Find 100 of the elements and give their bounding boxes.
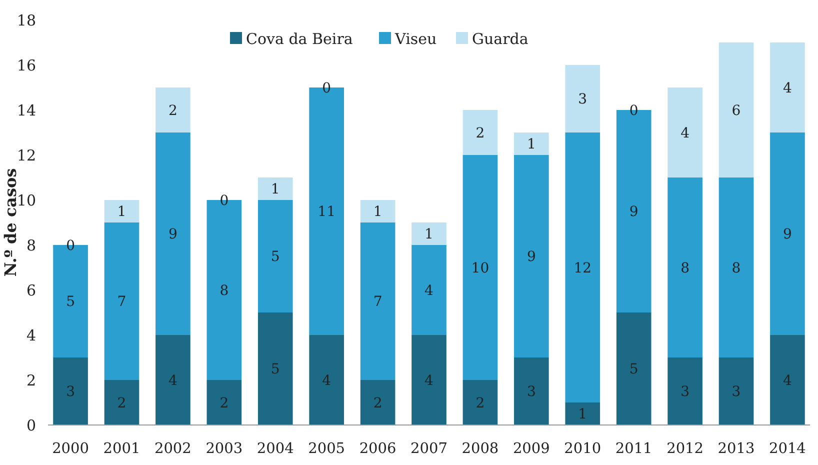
- data-label: 2: [117, 395, 126, 412]
- x-tick-label: 2005: [308, 441, 346, 457]
- bar: [616, 312, 652, 425]
- bar: [412, 222, 446, 245]
- bar: [360, 222, 396, 380]
- x-tick-label: 2003: [206, 441, 243, 457]
- data-label: 1: [373, 204, 382, 220]
- data-label: 4: [783, 372, 792, 389]
- data-label: 4: [783, 80, 792, 96]
- x-tick-label: 2008: [462, 441, 499, 457]
- data-label: 1: [578, 406, 588, 423]
- bar: [718, 178, 754, 358]
- bar: [462, 110, 498, 155]
- bar: [104, 222, 140, 380]
- x-tick-label: 2012: [666, 441, 704, 457]
- bar: [258, 312, 293, 425]
- bar: [718, 358, 754, 425]
- legend-label: Cova da Beira: [246, 30, 353, 48]
- data-label: 3: [578, 92, 588, 108]
- data-label: 3: [732, 384, 741, 400]
- y-tick-label: 18: [16, 11, 36, 30]
- bar: [258, 200, 293, 312]
- data-label: 2: [373, 395, 382, 412]
- bar: [360, 200, 396, 222]
- data-label: 11: [318, 204, 336, 220]
- data-label: 4: [168, 372, 178, 389]
- data-label: 5: [629, 362, 638, 378]
- x-tick-label: 2002: [154, 441, 192, 457]
- bar: [565, 402, 600, 425]
- x-tick-label: 2011: [615, 441, 652, 457]
- data-label: 8: [220, 282, 229, 299]
- bar: [258, 178, 293, 200]
- y-tick-label: 12: [16, 146, 36, 164]
- x-tick-label: 2014: [769, 441, 806, 457]
- bar: [412, 335, 446, 425]
- y-tick-label: 4: [26, 326, 36, 344]
- data-label: 9: [526, 249, 536, 266]
- data-label: 9: [783, 226, 792, 243]
- data-label: 3: [526, 384, 536, 400]
- bar: [156, 88, 190, 132]
- data-label: 7: [373, 294, 382, 310]
- x-tick-label: 2010: [564, 441, 602, 457]
- y-tick-label: 6: [26, 281, 36, 300]
- x-tick-label: 2001: [103, 441, 140, 457]
- bar: [104, 380, 140, 425]
- data-label: 9: [629, 204, 638, 220]
- bar: [514, 132, 549, 155]
- data-label: 3: [66, 384, 75, 400]
- x-tick-label: 2006: [359, 441, 396, 457]
- bar: [360, 380, 396, 425]
- y-tick-label: 0: [26, 416, 36, 434]
- data-label: 6: [732, 102, 741, 119]
- x-tick-label: 2004: [256, 441, 294, 457]
- bar: [668, 358, 702, 425]
- data-label: 1: [526, 136, 536, 153]
- x-tick-label: 2007: [410, 441, 448, 457]
- y-tick-label: 8: [26, 236, 36, 254]
- x-tick-label: 2013: [718, 441, 755, 457]
- y-tick-label: 14: [16, 101, 36, 120]
- data-label: 1: [270, 182, 280, 198]
- x-tick-label: 2000: [52, 441, 89, 457]
- bar: [412, 245, 446, 335]
- y-tick-label: 2: [26, 371, 36, 390]
- bar: [718, 42, 754, 178]
- data-label: 8: [680, 260, 690, 276]
- bar: [770, 335, 805, 425]
- legend-label: Guarda: [472, 30, 528, 48]
- bar: [565, 65, 600, 132]
- bar: [462, 155, 498, 380]
- data-label: 7: [117, 294, 126, 310]
- data-label: 12: [574, 260, 592, 276]
- data-label: 4: [680, 125, 690, 142]
- data-label: 9: [168, 226, 178, 243]
- bar: [206, 380, 242, 425]
- x-tick-label: 2009: [512, 441, 550, 457]
- data-label: 4: [424, 282, 434, 299]
- bar: [462, 380, 498, 425]
- data-label: 5: [66, 294, 75, 310]
- data-label: 5: [270, 362, 280, 378]
- data-label: 5: [270, 249, 280, 266]
- bar: [668, 88, 702, 178]
- data-label: 3: [680, 384, 690, 400]
- bar: [770, 42, 805, 132]
- data-label: 4: [322, 372, 332, 389]
- y-tick-label: 16: [16, 56, 36, 74]
- data-label: 2: [476, 125, 485, 142]
- bar: [514, 155, 549, 358]
- data-label: 2: [168, 102, 178, 119]
- data-label: 2: [220, 395, 229, 412]
- data-label: 1: [424, 226, 434, 243]
- data-label: 4: [424, 372, 434, 389]
- bar: [668, 178, 702, 358]
- bar: [309, 335, 344, 425]
- data-label: 10: [471, 260, 490, 276]
- legend-label: Viseu: [394, 30, 437, 48]
- bar: [565, 132, 600, 402]
- bar: [156, 132, 190, 335]
- bar: [770, 132, 805, 335]
- bar: [53, 358, 88, 425]
- data-label: 1: [117, 204, 126, 220]
